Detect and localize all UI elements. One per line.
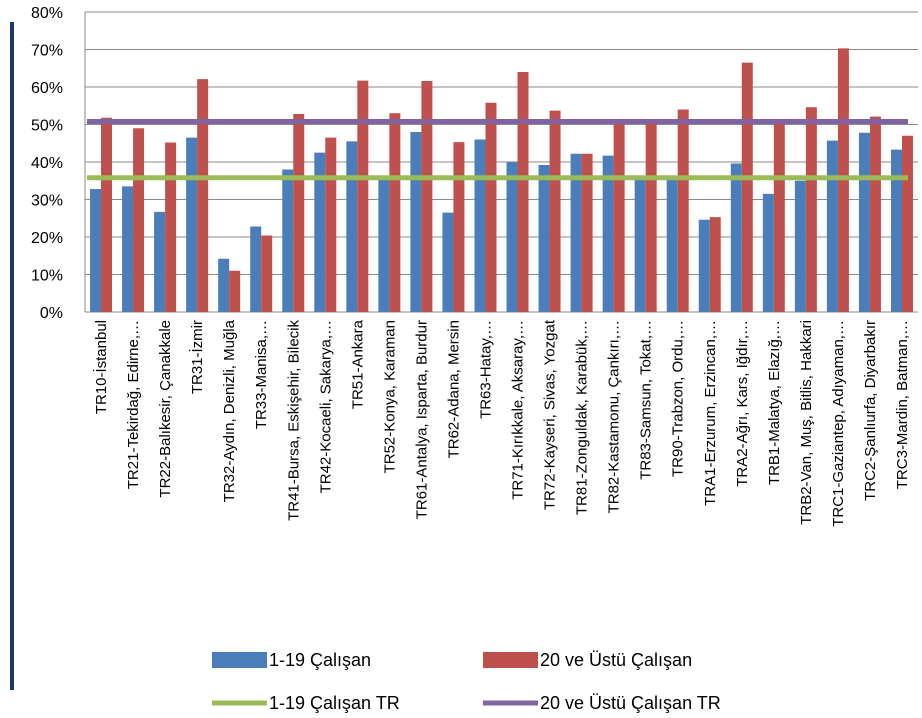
bar-small-firms xyxy=(154,211,166,312)
x-tick-label: TR10-İstanbul xyxy=(92,320,110,414)
x-tick-label: TR32-Aydın, Denizli, Muğla xyxy=(221,319,238,502)
x-tick-label: TRA1-Erzurum, Erzincan,… xyxy=(702,320,719,506)
bar-small-firms xyxy=(314,152,326,312)
bar-large-firms xyxy=(549,110,561,312)
x-tick-label: TR83-Samsun, Tokat,… xyxy=(638,320,655,480)
bar-large-firms xyxy=(517,72,529,312)
legend-swatch xyxy=(212,652,267,668)
bar-small-firms xyxy=(410,132,422,312)
legend-swatch xyxy=(483,652,538,668)
bar-small-firms xyxy=(634,177,646,312)
x-tick-label: TR72-Kayseri, Sivas, Yozgat xyxy=(542,319,559,510)
legend-label: 1-19 Çalışan xyxy=(269,650,371,670)
x-tick-label: TR41-Bursa, Eskişehir, Bilecik xyxy=(285,320,302,521)
bar-large-firms xyxy=(453,142,465,312)
x-tick-label: TRA2-Ağrı, Kars, Iğdır,… xyxy=(734,320,751,487)
legend-label: 20 ve Üstü Çalışan TR xyxy=(540,693,721,713)
x-tick-label: TRC3-Mardin, Batman,… xyxy=(894,320,911,489)
bar-small-firms xyxy=(858,132,870,312)
x-tick-label: TRB2-Van, Muş, Bitlis, Hakkari xyxy=(798,320,815,525)
y-tick-label: 50% xyxy=(31,118,63,135)
bar-small-firms xyxy=(250,226,262,312)
x-tick-label: TRB1-Malatya, Elazığ,… xyxy=(766,320,783,485)
legend-label: 1-19 Çalışan TR xyxy=(269,693,400,713)
bar-small-firms xyxy=(890,149,902,312)
y-tick-label: 30% xyxy=(31,193,63,210)
y-tick-label: 40% xyxy=(31,155,63,172)
bar-large-firms xyxy=(741,62,753,312)
bar-large-firms xyxy=(773,119,785,312)
bar-large-firms xyxy=(805,107,817,312)
bar-large-firms xyxy=(101,117,113,312)
bar-large-firms xyxy=(293,114,305,312)
x-tick-label: TR61-Antalya, Isparta, Burdur xyxy=(413,320,430,519)
y-tick-label: 60% xyxy=(31,80,63,97)
bar-large-firms xyxy=(485,102,497,312)
bar-small-firms xyxy=(602,155,614,312)
x-tick-label: TRC2-Şanlıurfa, Diyarbakır xyxy=(862,320,879,501)
bar-small-firms xyxy=(826,140,838,312)
bar-large-firms xyxy=(389,113,401,312)
y-tick-label: 20% xyxy=(31,230,63,247)
x-tick-label: TRC1-Gaziantep, Adıyaman,… xyxy=(830,320,847,527)
bar-small-firms xyxy=(666,177,678,312)
chart-frame-bar xyxy=(10,22,14,690)
x-tick-label: TR22-Balıkesir, Çanakkale xyxy=(157,320,174,498)
bar-small-firms xyxy=(442,212,454,312)
x-tick-label: TR82-Kastamonu, Çankırı,… xyxy=(606,320,623,513)
bar-small-firms xyxy=(570,153,582,312)
bar-small-firms xyxy=(794,180,806,312)
x-tick-label: TR71-Kırıkkale, Aksaray,… xyxy=(510,320,527,500)
bar-small-firms xyxy=(378,177,390,312)
x-tick-label: TR33-Manisa,… xyxy=(253,320,270,429)
bar-large-firms xyxy=(645,123,657,312)
x-tick-label: TR51-Ankara xyxy=(349,319,366,409)
bar-large-firms xyxy=(165,142,177,312)
x-tick-label: TR81-Zonguldak, Karabük,… xyxy=(574,320,591,515)
bar-large-firms xyxy=(709,217,721,312)
bar-small-firms xyxy=(122,186,134,312)
x-tick-label: TR31-İzmir xyxy=(188,320,206,394)
y-tick-label: 10% xyxy=(31,268,63,285)
bar-large-firms xyxy=(869,116,881,312)
bar-large-firms xyxy=(261,235,273,312)
bar-small-firms xyxy=(730,163,742,312)
bar-large-firms xyxy=(229,270,241,312)
bar-small-firms xyxy=(506,162,518,312)
bar-small-firms xyxy=(186,137,198,312)
bar-large-firms xyxy=(133,128,145,312)
bar-large-firms xyxy=(197,79,209,312)
x-tick-label: TR63-Hatay,… xyxy=(477,320,494,419)
x-tick-label: TR21-Tekirdağ, Edirne,… xyxy=(125,320,142,489)
bar-large-firms xyxy=(677,109,689,312)
bar-small-firms xyxy=(698,219,710,312)
bar-large-firms xyxy=(613,124,625,312)
bar-small-firms xyxy=(346,141,358,312)
x-tick-label: TR62-Adana, Mersin xyxy=(445,320,462,458)
bar-large-firms xyxy=(325,137,337,312)
y-tick-label: 80% xyxy=(31,5,63,22)
bar-small-firms xyxy=(474,139,486,312)
bar-small-firms xyxy=(762,193,774,312)
x-tick-label: TR42-Kocaeli, Sakarya,… xyxy=(317,320,334,493)
bar-large-firms xyxy=(901,135,913,312)
x-tick-label: TR90-Trabzon, Ordu,… xyxy=(670,320,687,477)
y-tick-label: 70% xyxy=(31,43,63,60)
x-tick-label: TR52-Konya, Karaman xyxy=(381,320,398,473)
bar-small-firms xyxy=(90,189,102,312)
bar-small-firms xyxy=(218,258,230,312)
bar-large-firms xyxy=(421,81,433,312)
legend-label: 20 ve Üstü Çalışan xyxy=(540,650,692,670)
y-tick-label: 0% xyxy=(40,305,63,322)
bar-small-firms xyxy=(538,165,550,312)
bar-large-firms xyxy=(357,80,369,312)
bar-large-firms xyxy=(581,153,593,312)
bar-small-firms xyxy=(282,169,294,312)
